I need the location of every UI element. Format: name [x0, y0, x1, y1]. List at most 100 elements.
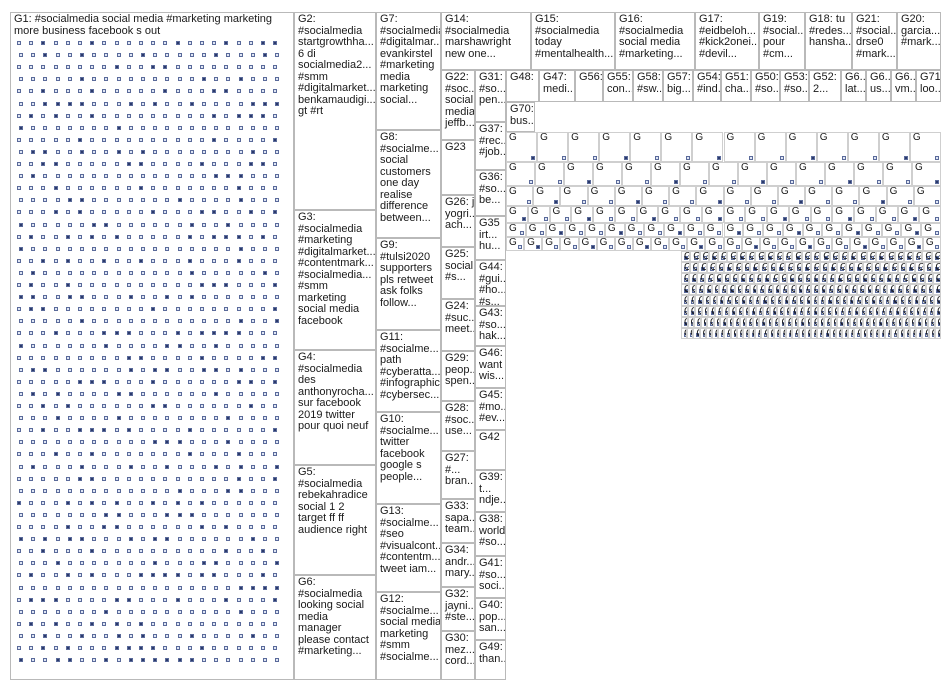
node: [226, 633, 231, 638]
node: [729, 289, 734, 293]
node: [102, 65, 107, 70]
node: [202, 512, 206, 517]
node: [214, 125, 219, 130]
node: [238, 198, 243, 203]
node: [200, 355, 204, 360]
node: [78, 646, 82, 650]
node: [261, 621, 265, 626]
node: [275, 295, 280, 300]
node: [29, 331, 34, 336]
small-group: G: [895, 317, 902, 328]
node: [273, 113, 278, 118]
node: [153, 416, 158, 421]
node: [67, 464, 72, 469]
node: [248, 283, 253, 287]
node: [892, 322, 895, 326]
node: [17, 621, 21, 626]
small-group-label: G: [683, 162, 691, 173]
small-group-label: G: [706, 296, 709, 305]
node: [163, 331, 168, 336]
node: [855, 311, 858, 315]
node: [17, 428, 21, 433]
small-group: G: [703, 284, 712, 295]
node: [126, 113, 131, 118]
node: [80, 440, 84, 445]
node: [638, 231, 643, 235]
node: [116, 391, 121, 396]
node: [263, 222, 267, 227]
small-group-label: G: [795, 329, 797, 338]
small-group-label: G: [712, 252, 717, 261]
node: [177, 537, 182, 542]
node: [814, 311, 817, 315]
node: [19, 633, 23, 638]
node: [214, 488, 219, 493]
node: [153, 222, 158, 227]
small-group: G: [802, 223, 823, 237]
small-group: G: [681, 328, 688, 339]
small-group-label: G: [740, 329, 742, 338]
small-group-label: G: [924, 223, 932, 234]
small-group: G: [719, 284, 727, 295]
node: [187, 258, 192, 263]
node: [177, 53, 182, 58]
group-g29-label: G29: peop... spen...: [445, 352, 475, 387]
node: [187, 476, 192, 481]
small-group: G: [780, 284, 789, 295]
node: [141, 125, 145, 130]
node: [919, 333, 922, 337]
small-group-label: G: [888, 329, 890, 338]
node: [238, 53, 243, 58]
node: [691, 300, 695, 304]
small-group-label: G: [726, 132, 735, 143]
node: [763, 300, 767, 304]
node: [248, 258, 253, 263]
node: [65, 210, 70, 215]
small-group: G: [876, 251, 886, 262]
small-group: G: [908, 317, 915, 328]
node: [153, 53, 158, 58]
small-group-label: G: [768, 252, 773, 261]
node: [250, 174, 255, 179]
group-g32-label: G32: jayni... #ste...: [445, 588, 475, 623]
node: [90, 113, 95, 118]
node: [104, 367, 109, 372]
small-group-label: G: [807, 296, 810, 305]
small-group: G: [916, 328, 923, 339]
group-g27: G27: #... bran...: [441, 451, 475, 499]
node: [80, 343, 84, 348]
node: [189, 246, 194, 251]
node: [250, 609, 255, 614]
node: [29, 428, 34, 433]
node: [273, 549, 278, 554]
node: [153, 585, 158, 590]
small-group: G: [902, 317, 909, 328]
small-group-label: G: [814, 263, 819, 272]
node: [531, 156, 536, 160]
node: [55, 658, 60, 663]
node: [29, 258, 34, 263]
small-group-label: G: [849, 263, 854, 272]
small-group-label: G: [922, 206, 931, 217]
node: [139, 137, 143, 142]
small-group-label: G: [766, 307, 769, 316]
node: [55, 343, 60, 348]
node: [165, 101, 170, 106]
group-g49-label: G49: than...: [479, 641, 505, 665]
node: [116, 658, 121, 663]
node: [263, 391, 267, 396]
node: [850, 300, 854, 304]
node: [212, 65, 217, 70]
node: [263, 512, 267, 517]
node: [177, 295, 182, 300]
group-g6x: G6... lat...: [841, 70, 866, 102]
small-group: G: [687, 237, 706, 251]
node: [151, 210, 156, 215]
node: [92, 440, 97, 445]
small-group: G: [792, 328, 799, 339]
node: [202, 222, 206, 227]
node: [782, 217, 787, 221]
small-group-label: G: [898, 252, 903, 261]
node: [866, 267, 870, 271]
node: [19, 561, 23, 566]
